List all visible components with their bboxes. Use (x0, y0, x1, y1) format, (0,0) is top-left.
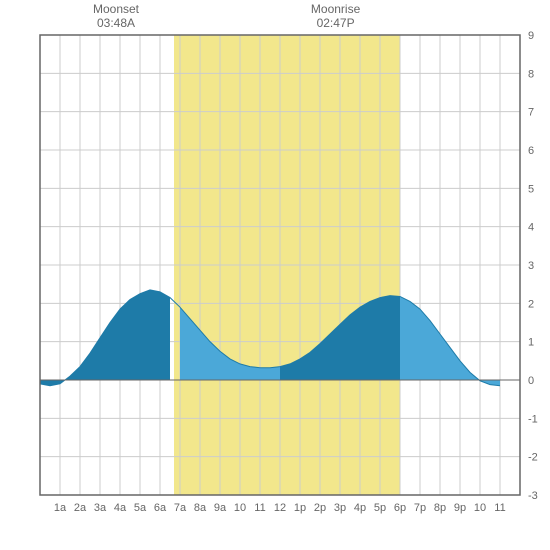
svg-text:2a: 2a (74, 502, 87, 514)
svg-text:1: 1 (528, 337, 534, 349)
svg-text:-2: -2 (528, 452, 538, 464)
svg-text:-1: -1 (528, 413, 538, 425)
svg-text:5p: 5p (374, 502, 386, 514)
svg-text:5: 5 (528, 183, 534, 195)
svg-text:9a: 9a (214, 502, 227, 514)
svg-text:6a: 6a (154, 502, 167, 514)
svg-text:10: 10 (474, 502, 486, 514)
svg-text:6p: 6p (394, 502, 406, 514)
svg-text:2: 2 (528, 298, 534, 310)
svg-text:3a: 3a (94, 502, 107, 514)
svg-text:0: 0 (528, 375, 534, 387)
svg-text:3: 3 (528, 260, 534, 272)
svg-text:8p: 8p (434, 502, 446, 514)
svg-text:7: 7 (528, 107, 534, 119)
svg-text:4p: 4p (354, 502, 366, 514)
svg-text:8a: 8a (194, 502, 207, 514)
svg-text:10: 10 (234, 502, 246, 514)
svg-text:4: 4 (528, 222, 534, 234)
svg-text:4a: 4a (114, 502, 127, 514)
chart-svg: 1a2a3a4a5a6a7a8a9a1011121p2p3p4p5p6p7p8p… (0, 0, 550, 550)
svg-text:11: 11 (254, 502, 265, 514)
tide-chart: Moonset 03:48A Moonrise 02:47P 1a 2a 3a 4a 5… (0, 0, 550, 550)
svg-text:5a: 5a (134, 502, 147, 514)
svg-text:7p: 7p (414, 502, 426, 514)
svg-text:8: 8 (528, 68, 534, 80)
svg-text:1a: 1a (54, 502, 67, 514)
svg-text:9p: 9p (454, 502, 466, 514)
moonrise-time: 02:47P (306, 16, 366, 30)
moonset-label: Moonset (86, 2, 146, 16)
moonrise-label: Moonrise (306, 2, 366, 16)
moonset-time: 03:48A (86, 16, 146, 30)
svg-text:9: 9 (528, 30, 534, 42)
svg-text:1p: 1p (294, 502, 306, 514)
svg-text:6: 6 (528, 145, 534, 157)
svg-text:11: 11 (494, 502, 505, 514)
svg-text:2p: 2p (314, 502, 326, 514)
moonrise-label-block: Moonrise 02:47P (306, 2, 366, 30)
svg-text:7a: 7a (174, 502, 187, 514)
svg-text:3p: 3p (334, 502, 346, 514)
svg-text:12: 12 (274, 502, 286, 514)
svg-text:-3: -3 (528, 490, 538, 502)
moonset-label-block: Moonset 03:48A (86, 2, 146, 30)
